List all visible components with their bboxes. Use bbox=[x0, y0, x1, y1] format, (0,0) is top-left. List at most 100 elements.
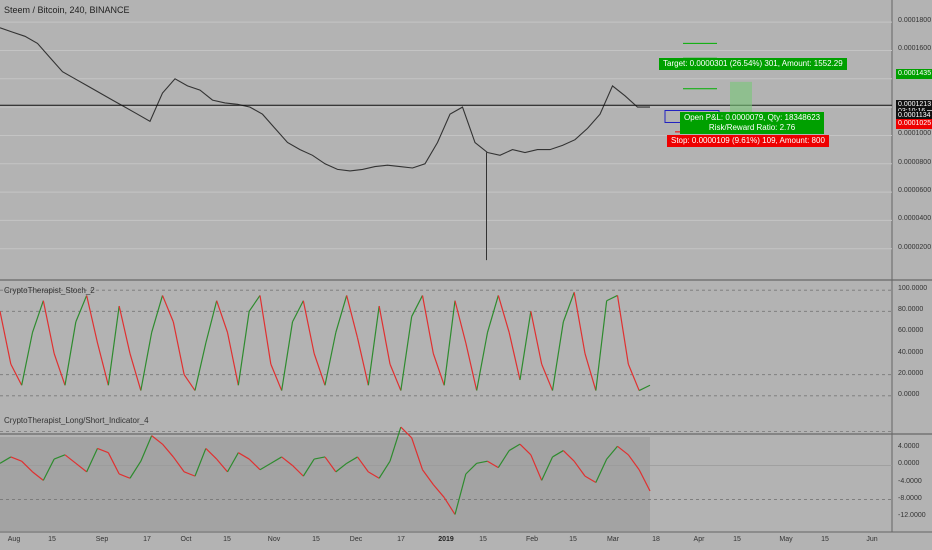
indicator-segment bbox=[96, 342, 109, 386]
indicator-segment bbox=[595, 458, 608, 483]
indicator-segment bbox=[259, 295, 272, 365]
time-tick-label: 18 bbox=[652, 536, 660, 543]
indicator-segment bbox=[443, 300, 456, 386]
time-tick-label: Aug bbox=[7, 536, 21, 543]
price-tag: 0.0001213 bbox=[896, 100, 932, 111]
time-tick-label: Feb bbox=[525, 536, 539, 543]
indicator-segment bbox=[302, 458, 315, 477]
indicator-segment bbox=[432, 353, 445, 386]
indicator-segment bbox=[357, 456, 369, 473]
indicator-segment bbox=[595, 300, 608, 391]
indicator-segment bbox=[32, 471, 44, 481]
indicator-segment bbox=[346, 295, 359, 338]
indicator-segment bbox=[367, 305, 380, 386]
indicator-segment bbox=[313, 353, 326, 386]
indicator-segment bbox=[161, 295, 174, 323]
indicator-segment bbox=[64, 454, 77, 464]
indicator-segment bbox=[31, 300, 44, 333]
indicator-segment bbox=[617, 445, 629, 456]
indicator-segment bbox=[584, 353, 597, 391]
time-tick-label: 15 bbox=[312, 536, 320, 543]
indicator-segment bbox=[454, 473, 467, 515]
time-tick-label: Jun bbox=[866, 536, 878, 543]
indicator-segment bbox=[335, 462, 348, 473]
indicator-segment bbox=[172, 321, 185, 375]
indicator-segment bbox=[0, 456, 12, 464]
price-tag: 0.0001025 bbox=[896, 119, 932, 130]
indicator-segment bbox=[573, 292, 586, 354]
stop-label: Stop: 0.0000109 (9.61%) 109, Amount: 800 bbox=[667, 135, 829, 147]
symbol-label: Steem / Bitcoin, 240, BINANCE bbox=[4, 5, 130, 15]
time-tick-label: 15 bbox=[733, 536, 741, 543]
indicator-segment bbox=[226, 332, 239, 386]
indicator-segment bbox=[389, 426, 402, 462]
indicator-segment bbox=[541, 456, 554, 481]
longshort-panel-title: CryptoTherapist_Long/Short_Indicator_4 bbox=[4, 416, 149, 425]
open-pnl-text: Open P&L: 0.0000079, Qty: 18348623 bbox=[684, 113, 821, 122]
indicator-segment bbox=[551, 321, 564, 391]
indicator-segment bbox=[335, 295, 348, 333]
indicator-segment bbox=[129, 353, 142, 391]
indicator-segment bbox=[140, 435, 153, 462]
indicator-segment bbox=[216, 300, 229, 333]
price-tag: 0.0001134 bbox=[896, 111, 932, 122]
indicator-segment bbox=[86, 295, 99, 344]
indicator-segment bbox=[21, 332, 34, 386]
price-line bbox=[0, 27, 650, 172]
time-tick-label: Apr bbox=[693, 536, 705, 543]
indicator-segment bbox=[411, 437, 424, 470]
indicator-tick-label: 60.0000 bbox=[898, 327, 924, 335]
price-tick-label: 0.0000200 bbox=[898, 243, 932, 251]
time-tick-label: 15 bbox=[479, 536, 487, 543]
indicator-segment bbox=[129, 460, 142, 479]
indicator-background bbox=[0, 437, 650, 531]
indicator-segment bbox=[205, 447, 218, 460]
indicator-segment bbox=[356, 337, 369, 386]
indicator-segment bbox=[10, 456, 22, 462]
indicator-segment bbox=[10, 363, 23, 386]
indicator-segment bbox=[151, 435, 163, 445]
indicator-segment bbox=[281, 321, 294, 391]
indicator-tick-label: -8.0000 bbox=[898, 494, 922, 502]
indicator-segment bbox=[400, 316, 413, 391]
price-tick-label: 0.0001000 bbox=[898, 130, 932, 138]
price-tick-label: 0.0000800 bbox=[898, 158, 932, 166]
indicator-segment bbox=[75, 462, 88, 473]
indicator-segment bbox=[465, 462, 478, 475]
indicator-segment bbox=[530, 454, 543, 481]
indicator-segment bbox=[346, 456, 358, 464]
indicator-segment bbox=[606, 445, 618, 460]
indicator-segment bbox=[508, 332, 521, 381]
indicator-segment bbox=[86, 448, 99, 473]
profit-zone bbox=[730, 81, 752, 117]
indicator-segment bbox=[64, 321, 77, 386]
indicator-tick-label: 40.0000 bbox=[898, 348, 924, 356]
indicator-segment bbox=[486, 295, 499, 333]
time-tick-label: Nov bbox=[267, 536, 281, 543]
time-tick-label: Sep bbox=[95, 536, 109, 543]
indicator-tick-label: 4.0000 bbox=[898, 443, 920, 451]
indicator-segment bbox=[454, 300, 467, 344]
stoch-panel-title: CryptoTherapist_Stoch_2 bbox=[4, 286, 95, 295]
price-tick-label: 0.0000600 bbox=[898, 187, 932, 195]
indicator-segment bbox=[302, 300, 315, 354]
target-label: Target: 0.0000301 (26.54%) 301, Amount: … bbox=[659, 58, 847, 70]
time-tick-label: 15 bbox=[569, 536, 577, 543]
indicator-segment bbox=[627, 454, 640, 471]
indicator-segment bbox=[248, 295, 261, 312]
time-tick-label: 15 bbox=[821, 536, 829, 543]
indicator-segment bbox=[606, 294, 618, 302]
indicator-segment bbox=[183, 374, 196, 391]
indicator-segment bbox=[0, 311, 12, 365]
indicator-segment bbox=[432, 484, 445, 498]
price-tick-label: 0.0000400 bbox=[898, 215, 932, 223]
time-tick-label: Oct bbox=[180, 536, 192, 543]
indicator-tick-label: 0.0000 bbox=[898, 390, 920, 398]
indicator-segment bbox=[107, 305, 120, 386]
indicator-segment bbox=[562, 292, 575, 323]
indicator-segment bbox=[194, 448, 207, 477]
indicator-segment bbox=[42, 458, 55, 481]
indicator-segment bbox=[162, 443, 174, 458]
indicator-segment bbox=[183, 471, 196, 477]
